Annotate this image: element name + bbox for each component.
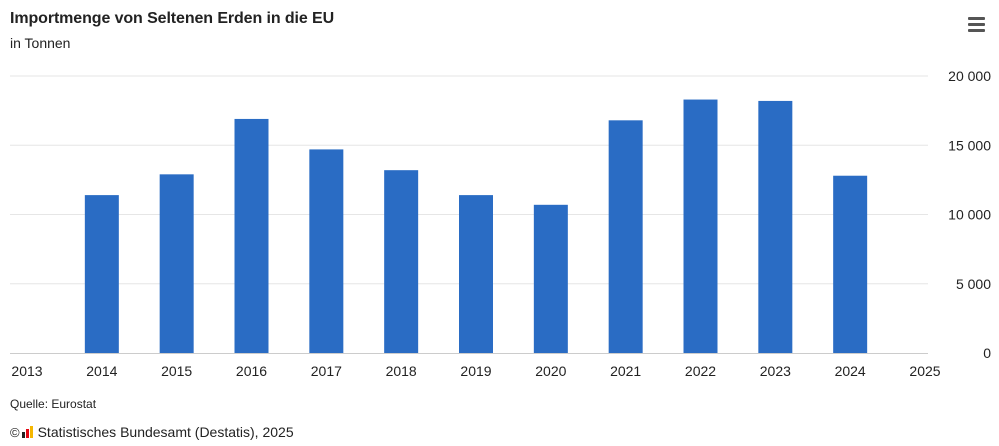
bar-2018 [384, 170, 419, 353]
bar-2022 [683, 99, 718, 353]
x-tick-label: 2019 [460, 363, 491, 379]
bar-2014 [84, 195, 119, 353]
copyright-icon: © [10, 424, 20, 440]
x-tick-label: 2021 [610, 363, 641, 379]
chart-title: Importmenge von Seltenen Erden in die EU [10, 10, 335, 27]
y-tick-label: 15 000 [948, 137, 991, 153]
bar-2016 [234, 118, 269, 353]
x-tick-label: 2016 [236, 363, 267, 379]
bar-2020 [533, 204, 568, 353]
chart-subtitle: in Tonnen [10, 35, 71, 51]
y-tick-label: 10 000 [948, 207, 991, 223]
x-tick-label: 2018 [386, 363, 417, 379]
bar-2024 [833, 175, 868, 353]
x-tick-label: 2022 [685, 363, 716, 379]
source-note: Quelle: Eurostat [10, 397, 97, 411]
hamburger-menu-icon[interactable] [964, 12, 990, 36]
x-tick-label: 2025 [909, 363, 940, 379]
x-tick-label: 2014 [86, 363, 117, 379]
x-tick-label: 2023 [760, 363, 791, 379]
credits-text: Statistisches Bundesamt (Destatis), 2025 [37, 424, 294, 440]
bar-2021 [608, 120, 643, 353]
bar-2019 [459, 195, 493, 353]
y-tick-label: 20 000 [948, 68, 991, 84]
destatis-logo-icon [21, 426, 34, 438]
x-tick-label: 2015 [161, 363, 192, 379]
bar-2015 [159, 174, 194, 353]
y-tick-label: 0 [983, 345, 991, 361]
x-tick-label: 2024 [835, 363, 866, 379]
bar-2023 [758, 100, 793, 354]
y-tick-label: 5 000 [956, 276, 991, 292]
bar-2017 [309, 149, 344, 353]
x-tick-label: 2013 [11, 363, 42, 379]
credits-line: © Statistisches Bundesamt (Destatis), 20… [10, 424, 294, 440]
x-tick-label: 2020 [535, 363, 566, 379]
x-tick-label: 2017 [311, 363, 342, 379]
